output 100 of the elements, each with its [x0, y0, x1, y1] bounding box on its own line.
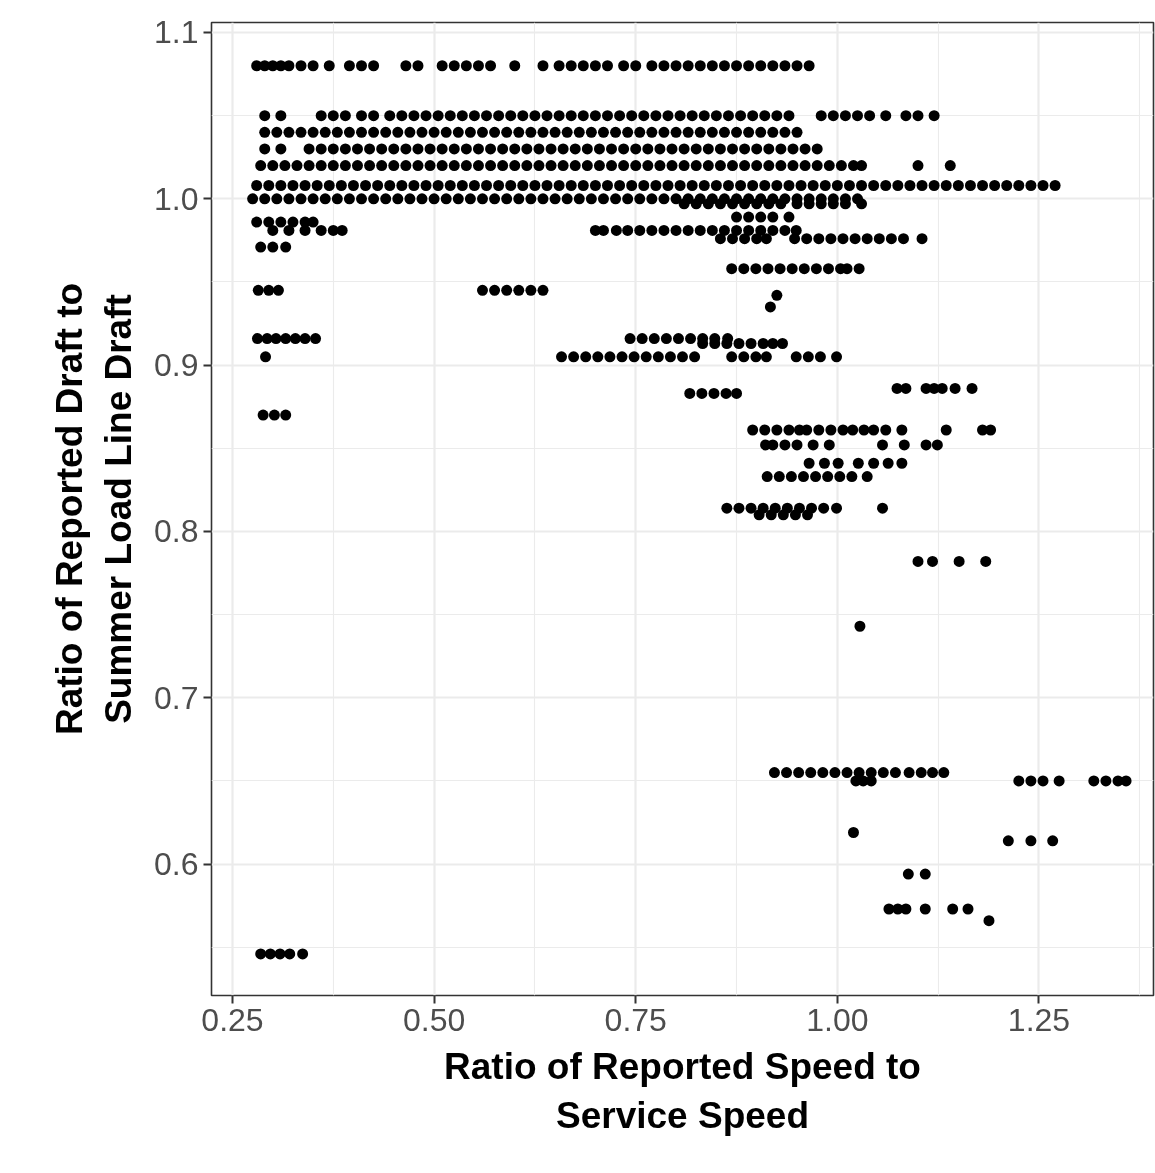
point — [509, 160, 521, 172]
point — [476, 126, 488, 138]
point — [525, 126, 537, 138]
point — [368, 126, 380, 138]
point — [509, 60, 521, 72]
point — [646, 126, 658, 138]
point — [690, 160, 702, 172]
point — [670, 60, 682, 72]
point — [731, 211, 743, 223]
point — [634, 193, 646, 205]
point — [817, 767, 829, 779]
point — [259, 110, 271, 122]
point — [721, 338, 733, 349]
point — [760, 233, 772, 245]
point — [274, 948, 286, 960]
point — [509, 143, 521, 155]
y-tick-label: 1.0 — [154, 180, 199, 217]
point — [646, 224, 658, 236]
point — [903, 767, 915, 779]
point — [834, 471, 846, 483]
point — [642, 160, 654, 172]
point — [295, 193, 307, 205]
point — [684, 387, 696, 399]
point — [259, 143, 271, 155]
point — [618, 60, 630, 72]
point — [791, 126, 803, 138]
point — [662, 110, 674, 122]
point — [460, 143, 472, 155]
point — [392, 193, 404, 205]
point — [440, 126, 452, 138]
point — [927, 767, 939, 779]
point — [577, 110, 589, 122]
point — [336, 224, 348, 236]
point — [513, 193, 525, 205]
point — [646, 60, 658, 72]
point — [364, 143, 376, 155]
point — [783, 211, 795, 223]
point — [779, 126, 791, 138]
point — [682, 60, 694, 72]
point — [739, 143, 751, 155]
point — [755, 211, 767, 223]
point — [521, 160, 533, 172]
point — [255, 948, 267, 960]
point — [472, 143, 484, 155]
point — [565, 60, 577, 72]
point — [670, 193, 682, 205]
point — [771, 289, 783, 301]
point — [799, 143, 811, 155]
point — [428, 193, 440, 205]
point — [525, 193, 537, 205]
point — [628, 351, 640, 363]
point — [670, 224, 682, 236]
point — [786, 263, 798, 275]
point — [810, 471, 822, 483]
point — [781, 767, 793, 779]
point — [356, 193, 368, 205]
point — [885, 233, 897, 245]
point — [424, 160, 436, 172]
point — [640, 351, 652, 363]
point — [319, 193, 331, 205]
point — [916, 233, 928, 245]
point — [501, 284, 513, 296]
point — [533, 143, 545, 155]
point — [257, 409, 269, 421]
point — [264, 948, 276, 960]
point — [818, 502, 830, 514]
point — [799, 160, 811, 172]
point — [634, 224, 646, 236]
point — [331, 193, 343, 205]
point — [327, 160, 339, 172]
point — [581, 160, 593, 172]
point — [505, 110, 517, 122]
point — [710, 110, 722, 122]
point — [1100, 775, 1112, 787]
point — [743, 126, 755, 138]
point — [897, 233, 909, 245]
point — [614, 110, 626, 122]
point — [247, 193, 259, 205]
point — [757, 338, 769, 349]
point — [696, 387, 708, 399]
point — [829, 767, 841, 779]
point — [785, 471, 797, 483]
point — [739, 160, 751, 172]
point — [428, 126, 440, 138]
point — [678, 160, 690, 172]
point — [295, 60, 307, 72]
point — [802, 509, 814, 521]
point — [630, 143, 642, 155]
point — [837, 233, 849, 245]
point — [396, 110, 408, 122]
point — [323, 60, 335, 72]
point — [485, 160, 497, 172]
point — [877, 439, 889, 451]
point — [436, 60, 448, 72]
point — [658, 126, 670, 138]
point — [755, 224, 767, 236]
y-axis-title: Ratio of Reported Draft to Summer Load Line Draft — [48, 282, 140, 736]
point — [626, 110, 638, 122]
point — [404, 126, 416, 138]
point — [706, 224, 718, 236]
